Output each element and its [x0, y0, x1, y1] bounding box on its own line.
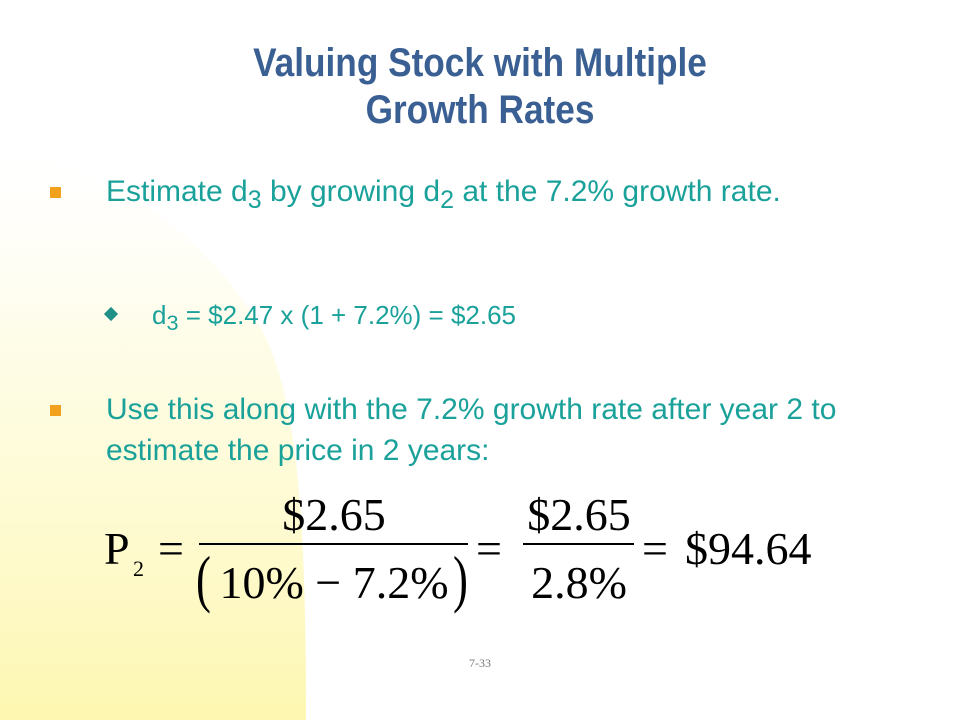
title-line-2: Growth Rates: [365, 88, 595, 132]
bullet1-subscript-3: 3: [247, 186, 262, 214]
formula-paren-right: ): [453, 543, 468, 614]
formula-equals-3: =: [642, 523, 668, 574]
bullet-use-growth-rate: Use this along with the 7.2% growth rate…: [106, 393, 837, 467]
bullet-marker-icon: [50, 187, 61, 198]
bullet-marker-icon: [50, 405, 61, 416]
formula-result: $94.64: [685, 523, 812, 574]
formula-numerator-1: $2.65: [282, 489, 386, 540]
sub-bullet-subscript-3: 3: [166, 310, 179, 336]
price-formula: P 2 = $2.65 ( 10% − 7.2% ) = $2.65 2.8% …: [104, 489, 812, 614]
title-line-1: Valuing Stock with Multiple: [253, 41, 707, 85]
formula-denominator-1: 10% − 7.2%: [219, 557, 448, 608]
bullet1-text-b: by growing d: [261, 175, 441, 208]
formula-equals-1: =: [158, 523, 184, 574]
bullet-estimate-d3: Estimate d3 by growing d2 at the 7.2% gr…: [106, 171, 886, 221]
bullet1-text-a: Estimate d: [106, 175, 248, 208]
sub-bullet-text-b: = $2.47 x (1 + 7.2%) = $2.65: [178, 300, 517, 330]
formula-numerator-2: $2.65: [527, 489, 631, 540]
bullet1-text-c: at the 7.2% growth rate.: [453, 175, 781, 208]
bullet1-subscript-2: 2: [440, 186, 454, 214]
formula-p: P: [104, 523, 130, 574]
sub-bullet-text-a: d: [152, 300, 167, 330]
formula-paren-left: (: [196, 543, 211, 614]
formula-p-subscript: 2: [133, 556, 144, 581]
formula-equals-2: =: [476, 523, 502, 574]
sub-bullet-d3-calculation: d3 = $2.47 x (1 + 7.2%) = $2.65: [152, 298, 516, 340]
slide-title: Valuing Stock with Multiple Growth Rates: [58, 40, 903, 134]
page-number: 7-33: [469, 656, 491, 670]
formula-denominator-2: 2.8%: [531, 557, 627, 608]
